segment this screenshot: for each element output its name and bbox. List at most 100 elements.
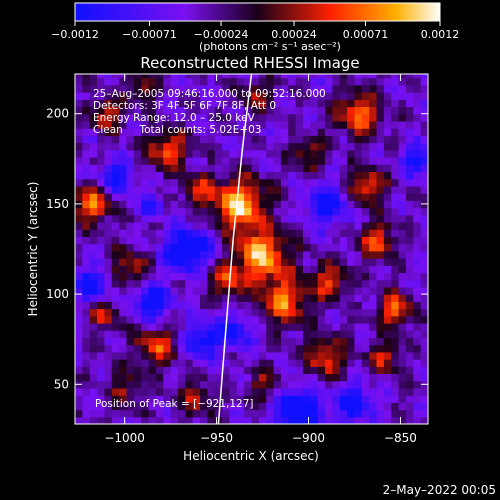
heatmap-cell	[288, 258, 297, 266]
heatmap-cell	[185, 214, 194, 223]
heatmap-cell	[383, 236, 392, 245]
heatmap-cell	[288, 351, 297, 360]
heatmap-cell	[126, 236, 135, 245]
heatmap-cell	[413, 193, 422, 201]
heatmap-cell	[273, 178, 282, 187]
y-tick-label: 150	[46, 197, 69, 211]
heatmap	[75, 74, 443, 424]
heatmap-cell	[244, 106, 253, 115]
heatmap-cell	[141, 344, 150, 353]
heatmap-cell	[420, 344, 428, 353]
heatmap-cell	[251, 229, 260, 237]
heatmap-cell	[177, 294, 186, 302]
heatmap-cell	[244, 344, 253, 353]
heatmap-cell	[207, 409, 216, 418]
heatmap-cell	[185, 164, 194, 173]
heatmap-cell	[214, 99, 223, 108]
heatmap-cell	[391, 387, 400, 396]
heatmap-cell	[435, 85, 443, 93]
heatmap-cell	[229, 106, 238, 115]
heatmap-cell	[133, 344, 142, 353]
heatmap-cell	[104, 279, 113, 288]
heatmap-cell	[398, 373, 407, 382]
heatmap-cell	[200, 221, 208, 230]
heatmap-cell	[420, 308, 428, 317]
heatmap-cell	[383, 286, 392, 295]
heatmap-cell	[214, 258, 223, 266]
heatmap-cell	[155, 380, 164, 389]
heatmap-cell	[428, 229, 436, 237]
heatmap-cell	[251, 366, 260, 375]
heatmap-cell	[133, 351, 142, 360]
heatmap-cell	[354, 149, 363, 158]
heatmap-cell	[155, 77, 164, 86]
heatmap-cell	[214, 294, 223, 302]
heatmap-cell	[148, 207, 157, 216]
heatmap-cell	[177, 236, 186, 245]
heatmap-cell	[295, 135, 304, 144]
heatmap-cell	[251, 344, 260, 353]
heatmap-cell	[398, 279, 407, 288]
heatmap-cell	[185, 294, 194, 302]
heatmap-cell	[185, 135, 194, 144]
heatmap-cell	[214, 164, 223, 173]
heatmap-cell	[82, 200, 91, 209]
heatmap-cell	[75, 322, 83, 331]
heatmap-cell	[280, 272, 289, 281]
heatmap-cell	[376, 207, 385, 216]
heatmap-cell	[133, 149, 142, 158]
y-tick-label: 50	[54, 377, 69, 391]
heatmap-cell	[75, 142, 83, 151]
heatmap-cell	[332, 142, 341, 151]
heatmap-cell	[302, 164, 311, 173]
heatmap-cell	[273, 416, 282, 424]
heatmap-cell	[163, 250, 172, 259]
heatmap-cell	[376, 409, 385, 418]
heatmap-cell	[236, 272, 245, 281]
heatmap-cell	[133, 395, 142, 403]
heatmap-cell	[376, 359, 385, 367]
heatmap-cell	[126, 409, 135, 418]
heatmap-cell	[295, 409, 304, 418]
heatmap-cell	[236, 77, 245, 86]
heatmap-cell	[383, 99, 392, 108]
heatmap-cell	[126, 77, 135, 86]
heatmap-cell	[148, 330, 157, 339]
heatmap-cell	[133, 113, 142, 122]
heatmap-cell	[236, 236, 245, 245]
heatmap-cell	[420, 164, 428, 173]
heatmap-cell	[126, 366, 135, 375]
heatmap-cell	[391, 156, 400, 165]
heatmap-cell	[244, 193, 253, 201]
heatmap-cell	[383, 330, 392, 339]
heatmap-cell	[185, 84, 194, 93]
heatmap-cell	[89, 373, 98, 382]
heatmap-cell	[111, 236, 120, 245]
heatmap-cell	[310, 185, 319, 194]
heatmap-cell	[236, 308, 245, 317]
heatmap-cell	[104, 395, 113, 403]
heatmap-cell	[428, 222, 436, 230]
heatmap-cell	[266, 113, 275, 122]
heatmap-cell	[251, 77, 260, 86]
heatmap-cell	[280, 416, 289, 424]
heatmap-cell	[75, 395, 83, 403]
heatmap-cell	[192, 279, 201, 288]
heatmap-cell	[89, 185, 98, 194]
heatmap-cell	[229, 279, 238, 288]
heatmap-cell	[75, 99, 83, 108]
heatmap-cell	[347, 221, 356, 230]
heatmap-cell	[383, 135, 392, 144]
heatmap-cell	[111, 337, 120, 346]
heatmap-cell	[229, 149, 238, 158]
heatmap-cell	[302, 128, 311, 136]
heatmap-cell	[332, 258, 341, 266]
heatmap-cell	[148, 77, 157, 86]
heatmap-cell	[325, 387, 333, 396]
heatmap-cell	[97, 84, 106, 93]
heatmap-cell	[214, 171, 223, 180]
heatmap-cell	[75, 279, 83, 288]
heatmap-cell	[97, 286, 106, 295]
heatmap-cell	[141, 308, 150, 317]
heatmap-cell	[280, 351, 289, 360]
